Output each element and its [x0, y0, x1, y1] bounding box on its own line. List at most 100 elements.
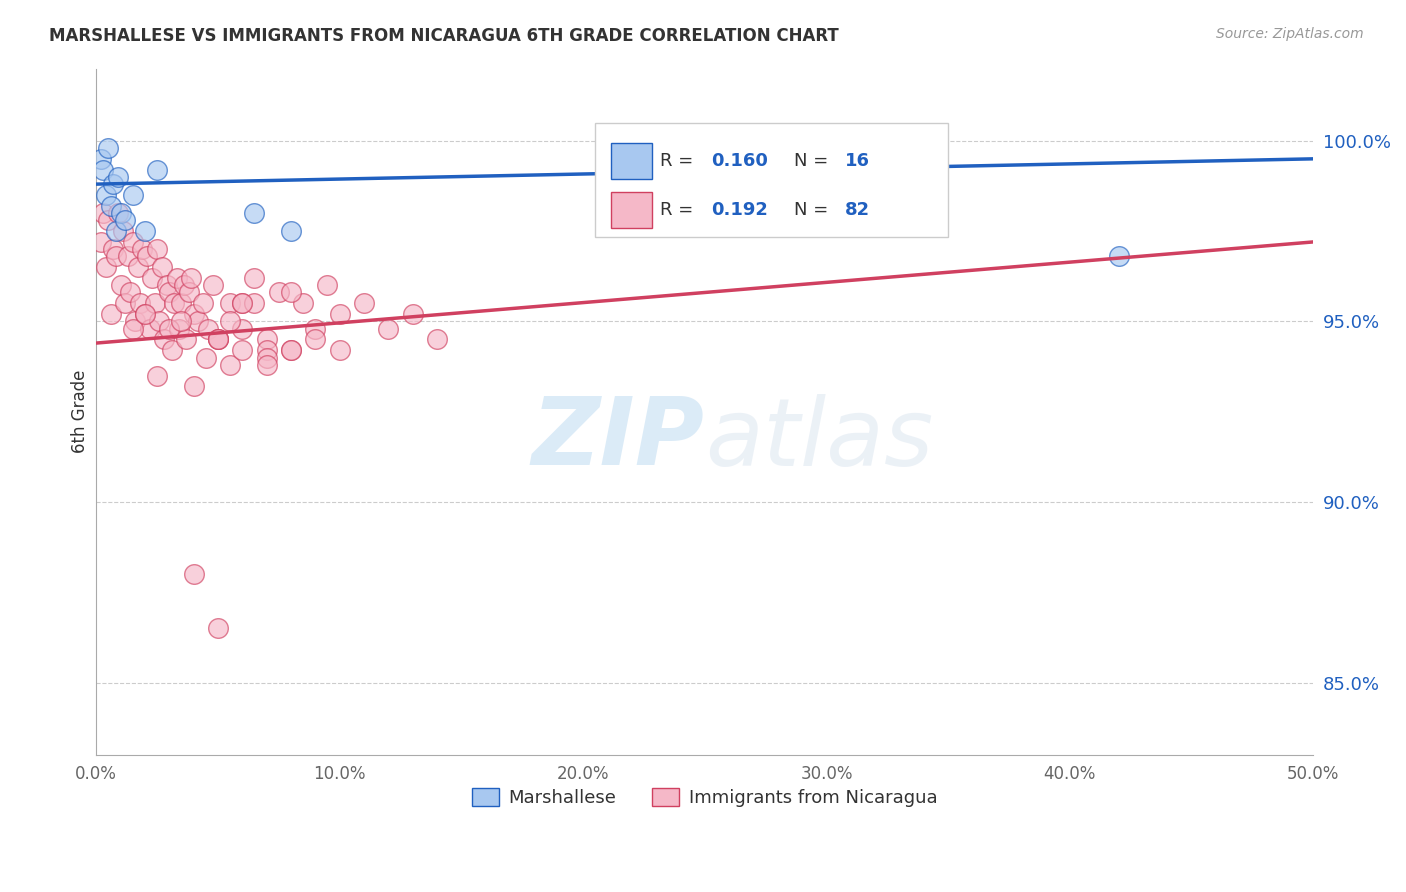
- Point: [90, 152, 112, 166]
- Point: [117, 249, 139, 263]
- Text: atlas: atlas: [704, 393, 934, 484]
- Point: [157, 285, 180, 300]
- Point: [97, 213, 120, 227]
- Point: [146, 368, 169, 383]
- FancyBboxPatch shape: [595, 123, 948, 236]
- Text: ZIP: ZIP: [531, 393, 704, 485]
- Point: [426, 333, 449, 347]
- Point: [173, 278, 195, 293]
- Point: [163, 296, 186, 310]
- Point: [121, 235, 143, 249]
- Point: [94, 188, 117, 202]
- Point: [127, 260, 149, 275]
- Point: [103, 177, 125, 191]
- Point: [110, 206, 132, 220]
- Point: [143, 296, 166, 310]
- Text: N =: N =: [793, 152, 834, 169]
- Point: [153, 333, 176, 347]
- Point: [304, 321, 326, 335]
- Point: [174, 333, 197, 347]
- Point: [136, 249, 159, 263]
- Legend: Marshallese, Immigrants from Nicaragua: Marshallese, Immigrants from Nicaragua: [465, 780, 945, 814]
- Point: [150, 260, 173, 275]
- Point: [219, 314, 242, 328]
- Point: [104, 249, 127, 263]
- Point: [104, 224, 127, 238]
- Point: [183, 379, 205, 393]
- Point: [170, 314, 193, 328]
- Point: [304, 333, 326, 347]
- Point: [256, 343, 278, 358]
- Point: [180, 271, 202, 285]
- FancyBboxPatch shape: [612, 192, 652, 227]
- Text: 16: 16: [845, 152, 870, 169]
- Point: [134, 307, 156, 321]
- Point: [377, 321, 399, 335]
- Point: [170, 296, 193, 310]
- Point: [141, 271, 163, 285]
- Point: [187, 314, 209, 328]
- Point: [193, 296, 215, 310]
- FancyBboxPatch shape: [612, 143, 652, 178]
- Point: [280, 343, 302, 358]
- Text: 82: 82: [845, 201, 870, 219]
- Point: [207, 333, 229, 347]
- Point: [134, 307, 156, 321]
- Point: [207, 333, 229, 347]
- Point: [156, 278, 179, 293]
- Point: [202, 278, 225, 293]
- Point: [177, 285, 200, 300]
- Text: N =: N =: [793, 201, 834, 219]
- Point: [292, 296, 315, 310]
- Point: [256, 358, 278, 372]
- Point: [94, 260, 117, 275]
- Point: [329, 307, 352, 321]
- Point: [256, 351, 278, 365]
- Point: [194, 351, 217, 365]
- Text: Source: ZipAtlas.com: Source: ZipAtlas.com: [1216, 27, 1364, 41]
- Point: [103, 242, 125, 256]
- Point: [114, 296, 136, 310]
- Point: [148, 314, 170, 328]
- Point: [243, 296, 266, 310]
- Text: 0.192: 0.192: [711, 201, 768, 219]
- Point: [1108, 249, 1130, 263]
- Point: [110, 278, 132, 293]
- Point: [100, 307, 122, 321]
- Point: [107, 206, 129, 220]
- Point: [131, 242, 153, 256]
- Point: [90, 235, 112, 249]
- Point: [243, 271, 266, 285]
- Point: [138, 321, 160, 335]
- Point: [124, 314, 146, 328]
- Point: [183, 307, 205, 321]
- Point: [329, 343, 352, 358]
- Point: [267, 285, 290, 300]
- Point: [231, 321, 253, 335]
- Text: R =: R =: [659, 152, 699, 169]
- Text: MARSHALLESE VS IMMIGRANTS FROM NICARAGUA 6TH GRADE CORRELATION CHART: MARSHALLESE VS IMMIGRANTS FROM NICARAGUA…: [49, 27, 839, 45]
- Point: [146, 242, 169, 256]
- Point: [134, 224, 156, 238]
- Point: [280, 343, 302, 358]
- Point: [121, 188, 143, 202]
- Point: [120, 285, 142, 300]
- Point: [100, 199, 122, 213]
- Text: R =: R =: [659, 201, 699, 219]
- Point: [166, 271, 188, 285]
- Point: [353, 296, 375, 310]
- Point: [167, 321, 190, 335]
- Point: [121, 321, 143, 335]
- Y-axis label: 6th Grade: 6th Grade: [72, 370, 89, 453]
- Point: [231, 343, 253, 358]
- Point: [93, 206, 115, 220]
- Point: [316, 278, 339, 293]
- Point: [114, 213, 136, 227]
- Point: [157, 321, 180, 335]
- Point: [219, 358, 242, 372]
- Point: [401, 307, 423, 321]
- Text: 0.160: 0.160: [711, 152, 768, 169]
- Point: [197, 321, 219, 335]
- Point: [256, 333, 278, 347]
- Point: [183, 567, 205, 582]
